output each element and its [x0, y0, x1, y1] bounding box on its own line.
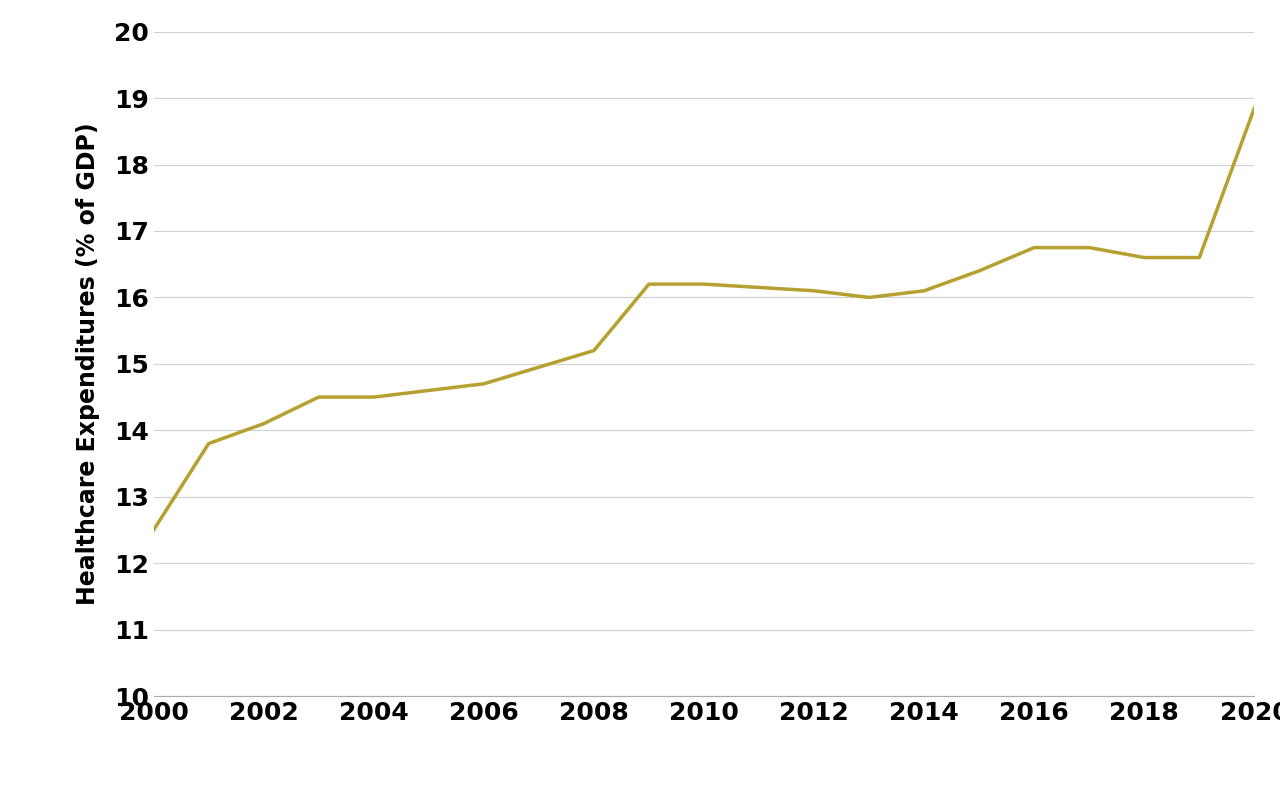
- Y-axis label: Healthcare Expenditures (% of GDP): Healthcare Expenditures (% of GDP): [76, 123, 100, 605]
